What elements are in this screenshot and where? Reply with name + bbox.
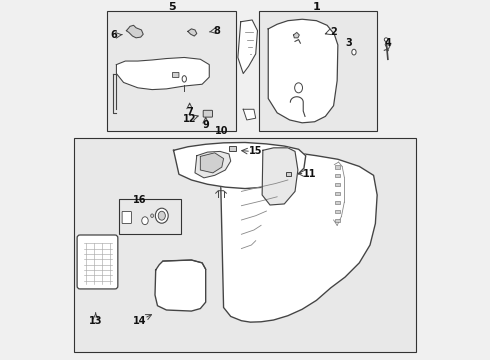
Polygon shape (188, 29, 197, 36)
Ellipse shape (294, 83, 302, 93)
Bar (259, 11, 377, 131)
Polygon shape (294, 32, 299, 38)
Text: 6: 6 (111, 30, 117, 40)
Polygon shape (126, 25, 143, 38)
Text: 4: 4 (385, 38, 391, 48)
Text: 15: 15 (249, 147, 263, 156)
Text: 11: 11 (302, 168, 316, 179)
Text: 14: 14 (133, 316, 147, 326)
FancyBboxPatch shape (122, 211, 131, 224)
FancyBboxPatch shape (286, 172, 292, 176)
FancyBboxPatch shape (335, 219, 340, 222)
Polygon shape (117, 58, 209, 90)
Ellipse shape (384, 38, 388, 41)
FancyBboxPatch shape (335, 165, 340, 168)
Text: 7: 7 (186, 107, 193, 117)
Ellipse shape (155, 208, 168, 223)
FancyBboxPatch shape (335, 192, 340, 195)
Text: 2: 2 (330, 27, 337, 37)
Polygon shape (173, 143, 306, 189)
Ellipse shape (352, 49, 356, 55)
Text: 3: 3 (345, 38, 352, 48)
FancyBboxPatch shape (335, 174, 340, 177)
Polygon shape (262, 148, 298, 205)
FancyBboxPatch shape (229, 146, 236, 151)
Ellipse shape (182, 76, 186, 82)
Text: 1: 1 (313, 2, 320, 12)
FancyBboxPatch shape (203, 110, 213, 117)
Bar (119, 199, 181, 234)
Ellipse shape (151, 214, 153, 217)
Ellipse shape (142, 217, 148, 225)
Polygon shape (195, 152, 231, 178)
Text: 16: 16 (133, 195, 147, 204)
Ellipse shape (158, 211, 165, 220)
Polygon shape (200, 153, 223, 173)
Polygon shape (243, 109, 256, 120)
Polygon shape (155, 260, 206, 311)
Text: 12: 12 (183, 114, 196, 124)
FancyBboxPatch shape (335, 183, 340, 186)
FancyBboxPatch shape (335, 210, 340, 213)
Text: 13: 13 (89, 316, 102, 326)
Polygon shape (238, 20, 258, 73)
Polygon shape (268, 19, 338, 123)
Text: 5: 5 (168, 2, 175, 12)
Bar (74, 138, 416, 352)
FancyBboxPatch shape (172, 72, 179, 77)
Bar (107, 11, 236, 131)
FancyBboxPatch shape (77, 235, 118, 289)
Text: 10: 10 (215, 126, 228, 136)
Text: 8: 8 (213, 26, 220, 36)
Polygon shape (220, 149, 377, 322)
FancyBboxPatch shape (335, 201, 340, 204)
Text: 9: 9 (202, 120, 209, 130)
